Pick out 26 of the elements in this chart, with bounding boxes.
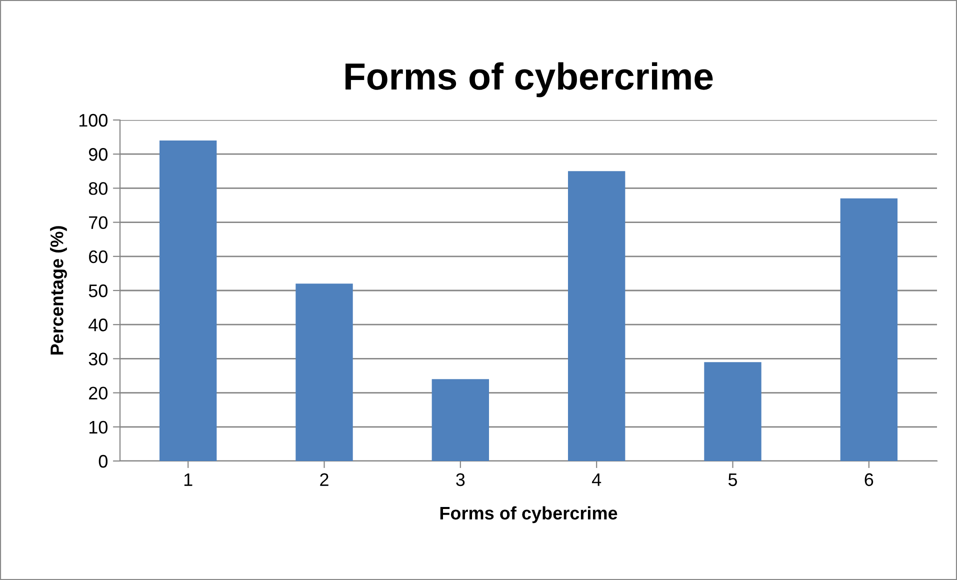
y-tick-label: 50 — [88, 284, 108, 298]
bar — [704, 362, 762, 461]
x-axis-title: Forms of cybercrime — [440, 506, 618, 524]
chart-title: Forms of cybercrime — [346, 62, 713, 98]
y-tick-label: 100 — [79, 114, 108, 127]
y-axis-title: Percentage (%) — [50, 226, 67, 355]
y-tick-label: 60 — [89, 250, 108, 264]
y-tick-label: 0 — [98, 454, 108, 468]
x-tick-label: 2 — [320, 473, 328, 486]
x-tick-label: 5 — [728, 473, 738, 486]
y-tick-label: 90 — [88, 148, 108, 161]
y-tick-label: 40 — [88, 318, 108, 332]
y-tick-label: 70 — [89, 216, 108, 230]
x-tick-label: 3 — [456, 473, 465, 486]
x-tick-label: 1 — [184, 473, 192, 486]
bar — [296, 284, 353, 461]
bar — [159, 140, 217, 461]
y-tick-label: 30 — [88, 352, 108, 366]
bar — [840, 198, 898, 461]
x-tick-label: 6 — [864, 473, 874, 486]
bar — [432, 379, 490, 461]
y-tick-label: 20 — [89, 386, 108, 400]
bar — [568, 171, 626, 461]
y-tick-label: 10 — [89, 420, 108, 434]
y-tick-label: 80 — [88, 182, 108, 195]
x-tick-label: 4 — [592, 473, 602, 486]
